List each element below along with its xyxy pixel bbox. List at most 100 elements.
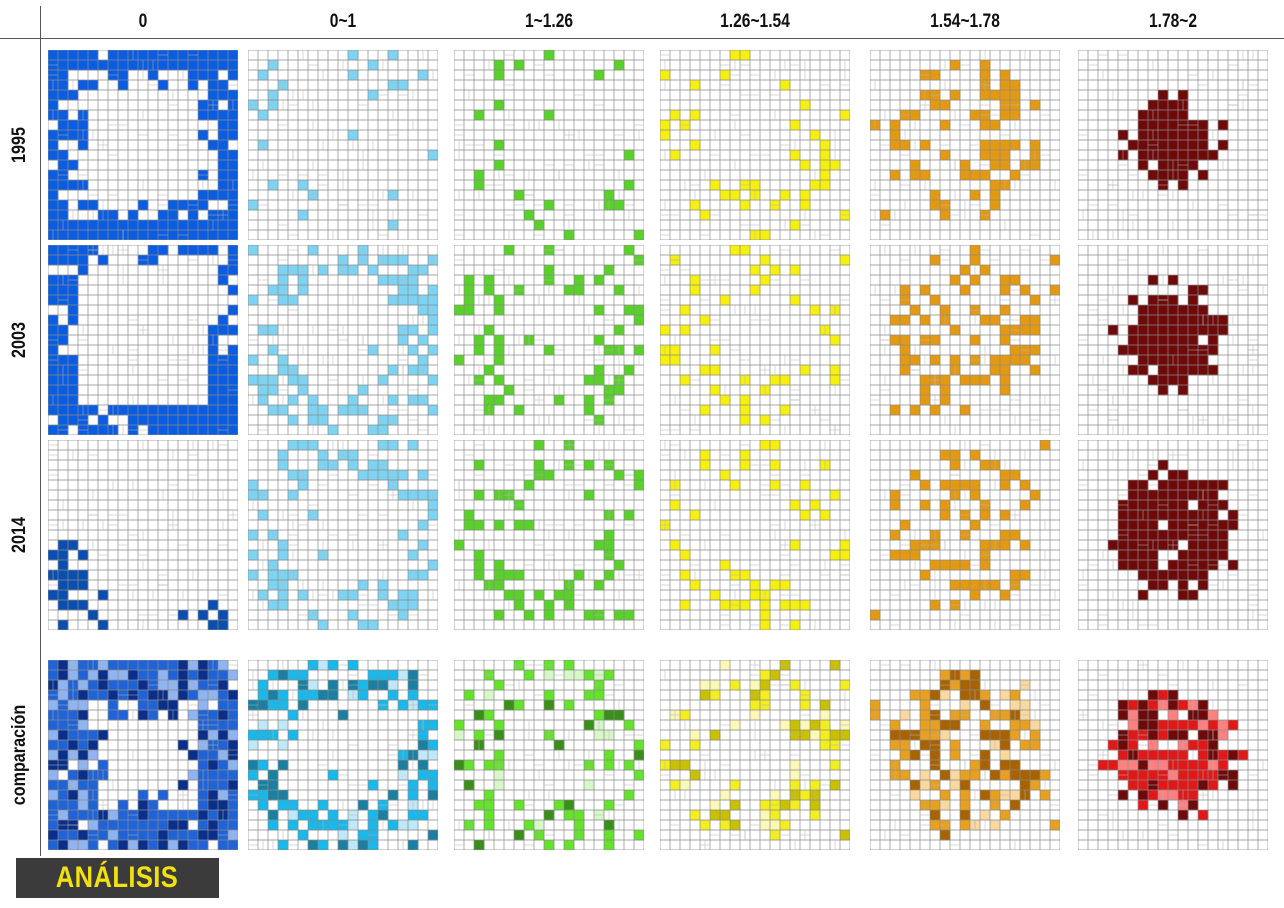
filled-cell [408, 285, 419, 296]
filled-cell [930, 405, 941, 416]
filled-cell [278, 690, 289, 701]
filled-cell [870, 610, 881, 621]
filled-cell [970, 255, 981, 266]
row-label-text: comparación [9, 704, 30, 806]
filled-cell [980, 700, 991, 711]
filled-cell [388, 395, 399, 406]
filled-cell [228, 780, 238, 791]
grid-lines [454, 50, 644, 240]
filled-cell [584, 720, 595, 731]
street-texture [252, 440, 438, 616]
filled-cell [1198, 710, 1209, 721]
filled-cell [1010, 790, 1021, 801]
filled-cell [1138, 160, 1149, 171]
filled-cell [760, 255, 771, 266]
filled-cell [138, 690, 149, 701]
filled-cell [258, 680, 269, 691]
filled-cell [118, 405, 129, 416]
filled-cell [1148, 700, 1159, 711]
filled-cell [1128, 560, 1139, 571]
filled-cell [534, 440, 545, 451]
filled-cell [308, 820, 319, 831]
filled-cell [1168, 325, 1179, 336]
filled-cell [1158, 690, 1169, 701]
filled-cell [564, 840, 575, 850]
filled-cell [98, 730, 109, 741]
filled-cell [1218, 325, 1229, 336]
filled-cell [700, 820, 711, 831]
filled-cell [68, 770, 79, 781]
filled-cell [208, 245, 219, 256]
grid-map-panel [870, 660, 1060, 850]
filled-cell [48, 130, 59, 141]
filled-cell [48, 790, 59, 801]
filled-cell [690, 510, 701, 521]
filled-cell [138, 230, 149, 240]
filled-cell [78, 245, 89, 256]
filled-cell [840, 255, 850, 266]
filled-cell [790, 600, 801, 611]
filled-cell [950, 460, 961, 471]
filled-cell [1218, 730, 1229, 741]
filled-cell [544, 470, 555, 481]
grid-map-svg [870, 245, 1060, 435]
filled-cell [228, 375, 238, 386]
filled-cell [1158, 110, 1169, 121]
grid-map-panel [870, 245, 1060, 435]
filled-cell [1040, 440, 1051, 451]
filled-cell [1178, 750, 1189, 761]
filled-cell [1168, 510, 1179, 521]
filled-cell [408, 345, 419, 356]
filled-cell [248, 480, 259, 491]
filled-cell [1128, 325, 1139, 336]
filled-cell [1128, 550, 1139, 561]
filled-cell [614, 285, 625, 296]
filled-cell [700, 690, 711, 701]
filled-cell [1138, 335, 1149, 346]
filled-cell [108, 810, 119, 821]
filled-cell [670, 110, 681, 121]
filled-cell [604, 190, 615, 201]
filled-cell [624, 150, 635, 161]
filled-cell [990, 770, 1001, 781]
filled-cell [1138, 790, 1149, 801]
filled-cell [168, 670, 179, 681]
filled-cell [78, 710, 89, 721]
filled-cell [58, 200, 69, 211]
filled-cell [1198, 730, 1209, 741]
filled-cell [218, 610, 229, 621]
filled-cell [58, 210, 69, 221]
filled-cell [198, 405, 209, 416]
filled-cell [318, 660, 329, 671]
grid-map-panel [454, 440, 644, 630]
filled-cell [398, 770, 409, 781]
filled-cell [604, 570, 615, 581]
filled-cell [604, 830, 615, 841]
filled-cell [710, 810, 721, 821]
filled-cell [800, 365, 811, 376]
filled-cell [48, 220, 59, 231]
filled-cell [534, 460, 545, 471]
filled-cell [494, 355, 505, 366]
filled-cell [248, 295, 259, 306]
filled-cell [1010, 90, 1021, 101]
filled-cell [58, 60, 69, 71]
filled-cell [428, 780, 438, 791]
grid-map-panel [48, 50, 238, 240]
filled-cell [1148, 295, 1159, 306]
filled-cell [388, 440, 399, 451]
filled-cell [1010, 570, 1021, 581]
filled-cell [428, 345, 438, 356]
filled-cell [48, 385, 59, 396]
filled-cell [920, 315, 931, 326]
filled-cell [318, 690, 329, 701]
filled-cell [298, 210, 309, 221]
grid-map-svg [454, 660, 644, 850]
filled-cell [474, 800, 485, 811]
filled-cell [428, 295, 438, 306]
filled-cell [670, 780, 681, 791]
grid-map-svg [48, 50, 238, 240]
filled-cell [494, 345, 505, 356]
filled-cell [388, 680, 399, 691]
filled-cell [1138, 355, 1149, 366]
